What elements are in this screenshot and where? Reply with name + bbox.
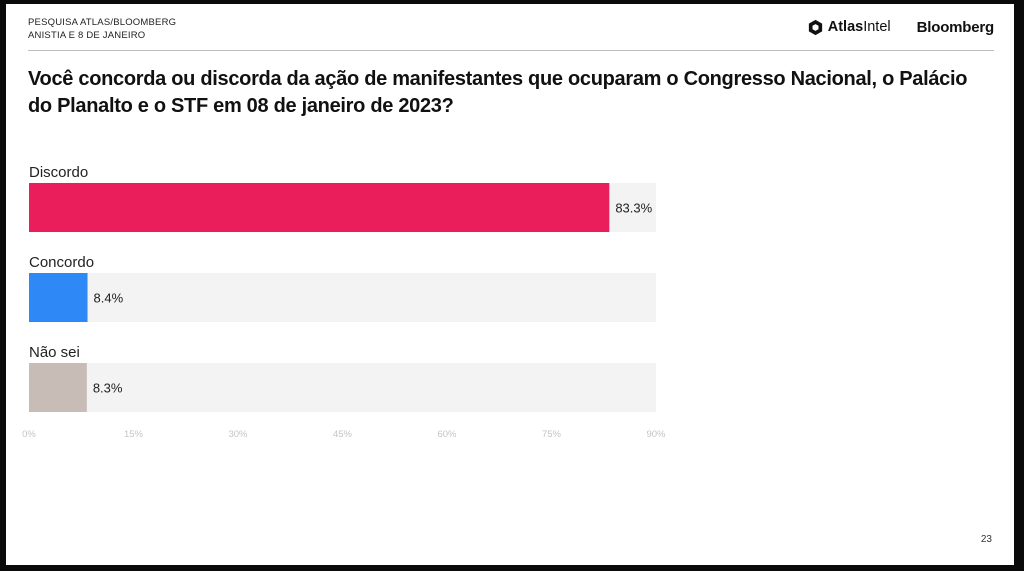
atlasintel-logo: AtlasIntel	[807, 19, 891, 36]
x-tick-label: 45%	[333, 429, 353, 440]
header-divider	[28, 50, 994, 51]
x-tick-label: 75%	[542, 429, 562, 440]
value-label: 8.4%	[94, 291, 124, 306]
survey-name: PESQUISA ATLAS/BLOOMBERG	[28, 17, 177, 28]
category-label: Discordo	[29, 164, 88, 181]
bar	[29, 183, 610, 232]
atlasintel-mark-icon	[808, 19, 822, 35]
x-tick-label: 0%	[22, 429, 36, 440]
x-tick-label: 90%	[646, 429, 666, 440]
bloomberg-logo: Bloomberg	[916, 18, 995, 36]
page-number: 23	[980, 534, 992, 545]
bar	[29, 363, 87, 412]
intel-logo-text: Intel	[863, 19, 891, 35]
x-tick-label: 60%	[437, 429, 457, 440]
survey-header: PESQUISA ATLAS/BLOOMBERG ANISTIA E 8 DE …	[28, 16, 176, 42]
value-label: 83.3%	[615, 201, 652, 216]
bar-track	[29, 363, 656, 412]
x-tick-label: 30%	[228, 429, 248, 440]
x-tick-label: 15%	[124, 429, 144, 440]
bar-chart: Discordo 83.3% Concordo 8.4% Não sei 8.3% 0% 15…	[22, 164, 666, 440]
value-label: 8.3%	[93, 381, 123, 396]
category-label: Concordo	[29, 254, 94, 271]
category-label: Não sei	[29, 344, 80, 361]
slide: PESQUISA ATLAS/BLOOMBERG ANISTIA E 8 DE …	[6, 4, 1014, 565]
survey-topic: ANISTIA E 8 DE JANEIRO	[28, 30, 146, 41]
bar	[29, 273, 88, 322]
bar-track	[29, 273, 656, 322]
logos: AtlasIntel Bloomberg	[807, 16, 994, 38]
atlas-logo-text: Atlas	[827, 19, 864, 35]
chart-title: Você concorda ou discorda da ação de man…	[28, 68, 968, 117]
